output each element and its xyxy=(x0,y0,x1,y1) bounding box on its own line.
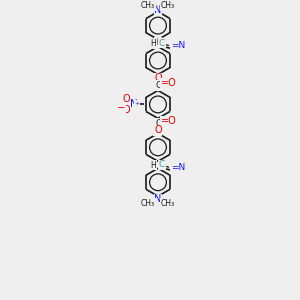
Text: =O: =O xyxy=(161,79,177,88)
Text: N: N xyxy=(130,99,138,110)
Text: CH₃: CH₃ xyxy=(161,1,175,10)
Text: O: O xyxy=(154,74,162,83)
Text: C: C xyxy=(155,81,161,90)
Text: H: H xyxy=(150,39,156,48)
Text: C: C xyxy=(155,119,161,128)
Text: N: N xyxy=(154,4,162,15)
Text: H: H xyxy=(150,161,156,170)
Text: −: − xyxy=(117,103,125,113)
Text: O: O xyxy=(154,125,162,135)
Text: +: + xyxy=(134,101,140,106)
Text: =N: =N xyxy=(171,163,185,172)
Text: O: O xyxy=(122,94,130,104)
Text: O: O xyxy=(122,105,130,116)
Text: CH₃: CH₃ xyxy=(141,1,155,10)
Text: N: N xyxy=(154,194,162,204)
Text: C: C xyxy=(159,39,165,48)
Text: =N: =N xyxy=(171,41,185,50)
Text: CH₃: CH₃ xyxy=(141,199,155,208)
Text: =O: =O xyxy=(161,116,177,126)
Text: C: C xyxy=(159,160,165,169)
Text: H: H xyxy=(155,38,161,47)
Text: CH₃: CH₃ xyxy=(161,199,175,208)
